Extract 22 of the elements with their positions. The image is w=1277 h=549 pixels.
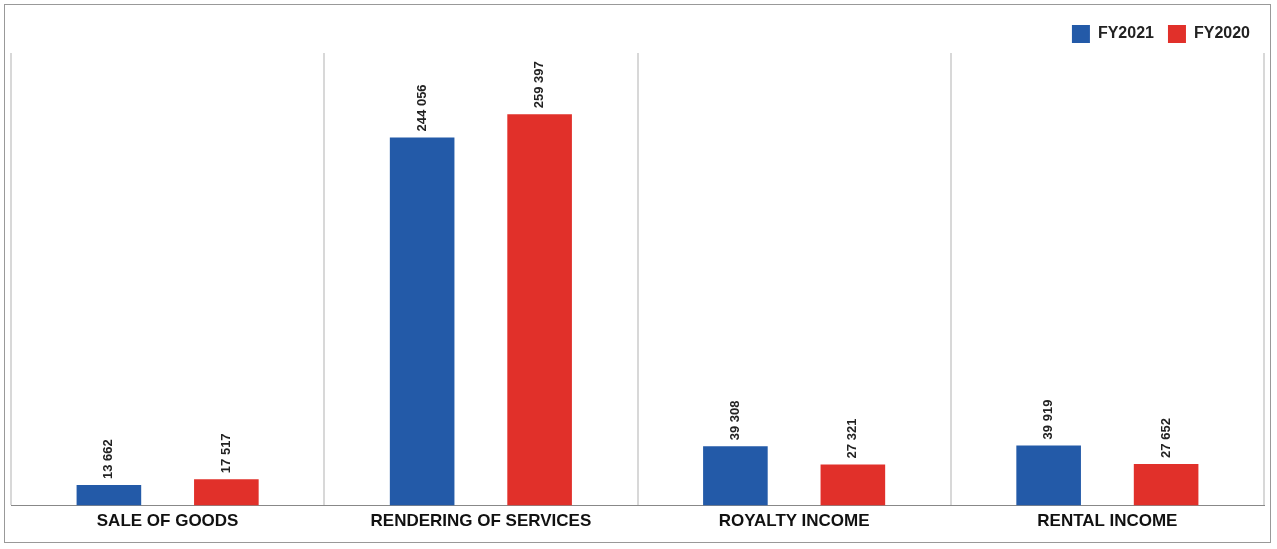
- data-label: 244 056: [413, 84, 429, 132]
- bar: [703, 446, 768, 506]
- data-label: 13 662: [100, 439, 116, 479]
- bar: [76, 484, 142, 506]
- x-tick-label: ROYALTY INCOME: [718, 511, 870, 531]
- legend-label: FY2021: [1097, 24, 1155, 42]
- bar: [1133, 463, 1199, 506]
- data-label: 27 321: [844, 418, 860, 459]
- data-label: 259 397: [531, 61, 547, 109]
- bar: [1016, 445, 1081, 506]
- x-tick-label: SALE OF GOODS: [96, 511, 239, 531]
- bar: [389, 137, 455, 506]
- bar: [194, 479, 259, 506]
- x-tick-label: RENTAL INCOME: [1037, 511, 1178, 531]
- data-label: 17 517: [217, 433, 233, 474]
- bar: [507, 114, 572, 506]
- data-label: 27 652: [1157, 418, 1173, 458]
- data-label: 39 919: [1040, 399, 1056, 440]
- data-label: 39 308: [726, 400, 742, 441]
- x-tick-label: RENDERING OF SERVICES: [370, 511, 592, 531]
- legend-label: FY2020: [1193, 24, 1251, 42]
- bar: [820, 464, 886, 506]
